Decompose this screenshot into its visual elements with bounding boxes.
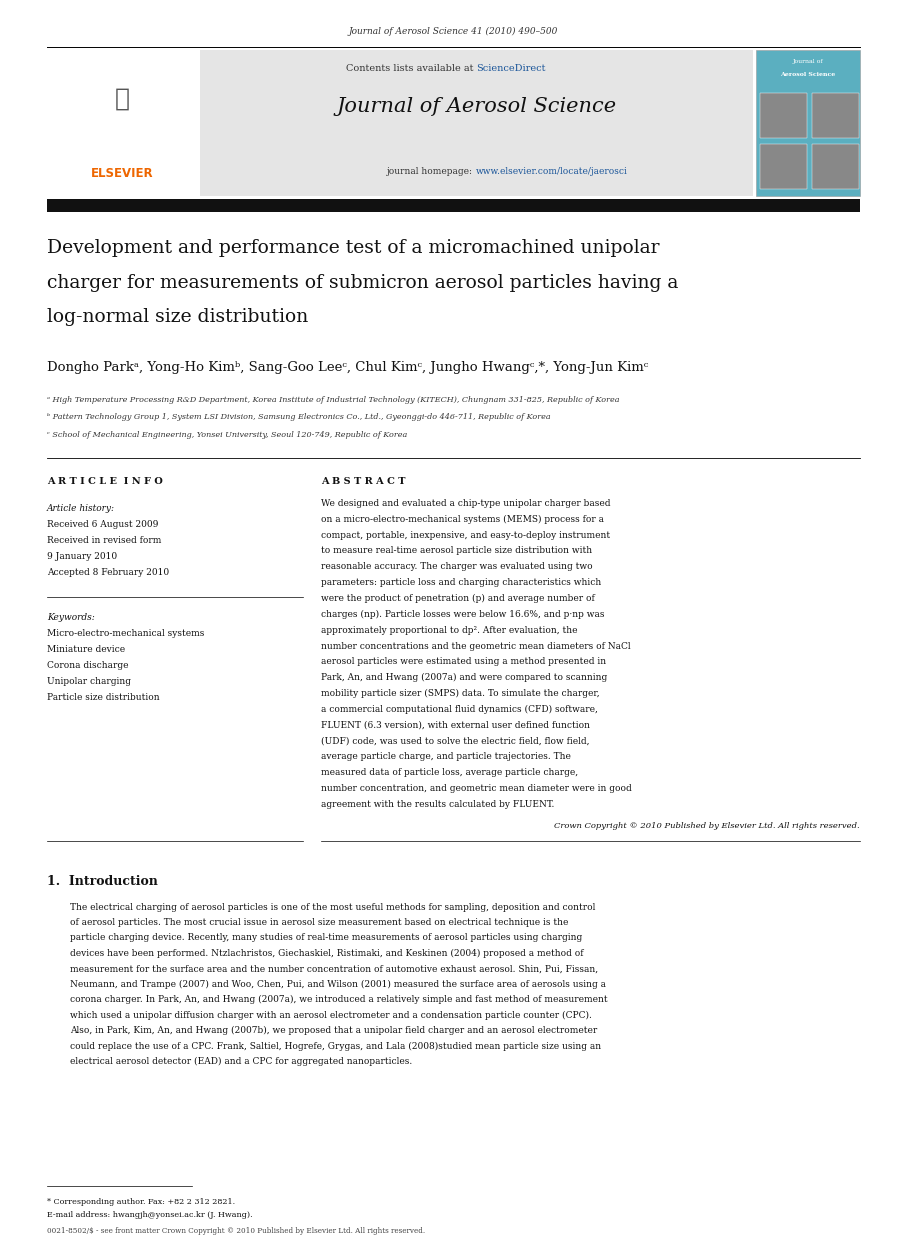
FancyBboxPatch shape — [813, 145, 859, 189]
Text: on a micro-electro-mechanical systems (MEMS) process for a: on a micro-electro-mechanical systems (M… — [321, 515, 604, 524]
Text: www.elsevier.com/locate/jaerosci: www.elsevier.com/locate/jaerosci — [476, 167, 628, 176]
Text: E-mail address: hwangjh@yonsei.ac.kr (J. Hwang).: E-mail address: hwangjh@yonsei.ac.kr (J.… — [47, 1211, 253, 1218]
Text: ELSEVIER: ELSEVIER — [91, 167, 153, 181]
Text: compact, portable, inexpensive, and easy-to-deploy instrument: compact, portable, inexpensive, and easy… — [321, 531, 610, 540]
Text: Miniature device: Miniature device — [47, 645, 125, 654]
Text: 0021-8502/$ - see front matter Crown Copyright © 2010 Published by Elsevier Ltd.: 0021-8502/$ - see front matter Crown Cop… — [47, 1227, 425, 1234]
Text: Received 6 August 2009: Received 6 August 2009 — [47, 520, 159, 529]
Text: A B S T R A C T: A B S T R A C T — [321, 477, 405, 485]
Text: number concentration, and geometric mean diameter were in good: number concentration, and geometric mean… — [321, 784, 632, 794]
Text: Particle size distribution: Particle size distribution — [47, 693, 160, 702]
Text: Journal of Aerosol Science 41 (2010) 490–500: Journal of Aerosol Science 41 (2010) 490… — [349, 27, 558, 36]
Text: log-normal size distribution: log-normal size distribution — [47, 308, 308, 327]
Text: measured data of particle loss, average particle charge,: measured data of particle loss, average … — [321, 769, 579, 777]
Text: 9 January 2010: 9 January 2010 — [47, 552, 117, 561]
Text: ᵇ Pattern Technology Group 1, System LSI Division, Samsung Electronics Co., Ltd.: ᵇ Pattern Technology Group 1, System LSI… — [47, 413, 551, 421]
Text: of aerosol particles. The most crucial issue in aerosol size measurement based o: of aerosol particles. The most crucial i… — [70, 919, 568, 927]
Text: Development and performance test of a micromachined unipolar: Development and performance test of a mi… — [47, 239, 659, 258]
Text: could replace the use of a CPC. Frank, Saltiel, Hogrefe, Grygas, and Lala (2008): could replace the use of a CPC. Frank, S… — [70, 1042, 601, 1051]
Text: approximately proportional to dp². After evaluation, the: approximately proportional to dp². After… — [321, 625, 578, 635]
Text: 1.  Introduction: 1. Introduction — [47, 875, 158, 889]
Text: (UDF) code, was used to solve the electric field, flow field,: (UDF) code, was used to solve the electr… — [321, 737, 590, 745]
Text: Crown Copyright © 2010 Published by Elsevier Ltd. All rights reserved.: Crown Copyright © 2010 Published by Else… — [554, 822, 860, 829]
Text: particle charging device. Recently, many studies of real-time measurements of ae: particle charging device. Recently, many… — [70, 933, 582, 942]
Text: Article history:: Article history: — [47, 504, 115, 513]
FancyBboxPatch shape — [47, 199, 860, 212]
Text: We designed and evaluated a chip-type unipolar charger based: We designed and evaluated a chip-type un… — [321, 499, 610, 508]
FancyBboxPatch shape — [756, 50, 860, 196]
Text: average particle charge, and particle trajectories. The: average particle charge, and particle tr… — [321, 753, 571, 761]
Text: Received in revised form: Received in revised form — [47, 536, 161, 545]
Text: parameters: particle loss and charging characteristics which: parameters: particle loss and charging c… — [321, 578, 601, 587]
Text: corona charger. In Park, An, and Hwang (2007a), we introduced a relatively simpl: corona charger. In Park, An, and Hwang (… — [70, 995, 608, 1004]
Text: were the product of penetration (p) and average number of: were the product of penetration (p) and … — [321, 594, 595, 603]
FancyBboxPatch shape — [760, 145, 807, 189]
Text: reasonable accuracy. The charger was evaluated using two: reasonable accuracy. The charger was eva… — [321, 562, 593, 571]
Text: Journal of Aerosol Science: Journal of Aerosol Science — [336, 97, 616, 115]
Text: Contents lists available at: Contents lists available at — [346, 64, 476, 73]
Text: charger for measurements of submicron aerosol particles having a: charger for measurements of submicron ae… — [47, 274, 678, 292]
Text: agreement with the results calculated by FLUENT.: agreement with the results calculated by… — [321, 800, 555, 808]
Text: journal homepage:: journal homepage: — [387, 167, 476, 176]
Text: 🌲: 🌲 — [114, 87, 130, 111]
Text: Neumann, and Trampe (2007) and Woo, Chen, Pui, and Wilson (2001) measured the su: Neumann, and Trampe (2007) and Woo, Chen… — [70, 980, 606, 989]
Text: measurement for the surface area and the number concentration of automotive exha: measurement for the surface area and the… — [70, 964, 598, 973]
Text: ScienceDirect: ScienceDirect — [476, 64, 546, 73]
Text: ᶜ School of Mechanical Engineering, Yonsei University, Seoul 120-749, Republic o: ᶜ School of Mechanical Engineering, Yons… — [47, 431, 407, 438]
Text: electrical aerosol detector (EAD) and a CPC for aggregated nanoparticles.: electrical aerosol detector (EAD) and a … — [70, 1057, 412, 1066]
Text: Park, An, and Hwang (2007a) and were compared to scanning: Park, An, and Hwang (2007a) and were com… — [321, 673, 608, 682]
Text: FLUENT (6.3 version), with external user defined function: FLUENT (6.3 version), with external user… — [321, 721, 590, 729]
FancyBboxPatch shape — [200, 50, 753, 196]
FancyBboxPatch shape — [760, 93, 807, 137]
FancyBboxPatch shape — [813, 93, 859, 137]
Text: devices have been performed. Ntzlachristos, Giechaskiel, Ristimaki, and Keskinen: devices have been performed. Ntzlachrist… — [70, 950, 583, 958]
Text: charges (np). Particle losses were below 16.6%, and p·np was: charges (np). Particle losses were below… — [321, 610, 605, 619]
Text: Also, in Park, Kim, An, and Hwang (2007b), we proposed that a unipolar field cha: Also, in Park, Kim, An, and Hwang (2007b… — [70, 1026, 597, 1035]
Text: A R T I C L E  I N F O: A R T I C L E I N F O — [47, 477, 163, 485]
Text: The electrical charging of aerosol particles is one of the most useful methods f: The electrical charging of aerosol parti… — [70, 903, 595, 911]
Text: Unipolar charging: Unipolar charging — [47, 677, 132, 686]
Text: * Corresponding author. Fax: +82 2 312 2821.: * Corresponding author. Fax: +82 2 312 2… — [47, 1198, 235, 1206]
Text: Corona discharge: Corona discharge — [47, 661, 129, 670]
Text: a commercial computational fluid dynamics (CFD) software,: a commercial computational fluid dynamic… — [321, 704, 599, 714]
Text: Accepted 8 February 2010: Accepted 8 February 2010 — [47, 568, 170, 577]
Text: Journal of: Journal of — [793, 59, 823, 64]
Text: to measure real-time aerosol particle size distribution with: to measure real-time aerosol particle si… — [321, 546, 592, 556]
Text: Keywords:: Keywords: — [47, 613, 95, 621]
Text: Dongho Parkᵃ, Yong-Ho Kimᵇ, Sang-Goo Leeᶜ, Chul Kimᶜ, Jungho Hwangᶜ,*, Yong-Jun : Dongho Parkᵃ, Yong-Ho Kimᵇ, Sang-Goo Lee… — [47, 361, 649, 375]
Text: mobility particle sizer (SMPS) data. To simulate the charger,: mobility particle sizer (SMPS) data. To … — [321, 690, 600, 698]
Text: which used a unipolar diffusion charger with an aerosol electrometer and a conde: which used a unipolar diffusion charger … — [70, 1011, 591, 1020]
Text: number concentrations and the geometric mean diameters of NaCl: number concentrations and the geometric … — [321, 641, 631, 650]
Text: Aerosol Science: Aerosol Science — [780, 72, 835, 77]
Text: Micro-electro-mechanical systems: Micro-electro-mechanical systems — [47, 629, 205, 638]
Text: aerosol particles were estimated using a method presented in: aerosol particles were estimated using a… — [321, 657, 607, 666]
Text: ᵃ High Temperature Processing R&D Department, Korea Institute of Industrial Tech: ᵃ High Temperature Processing R&D Depart… — [47, 396, 619, 404]
